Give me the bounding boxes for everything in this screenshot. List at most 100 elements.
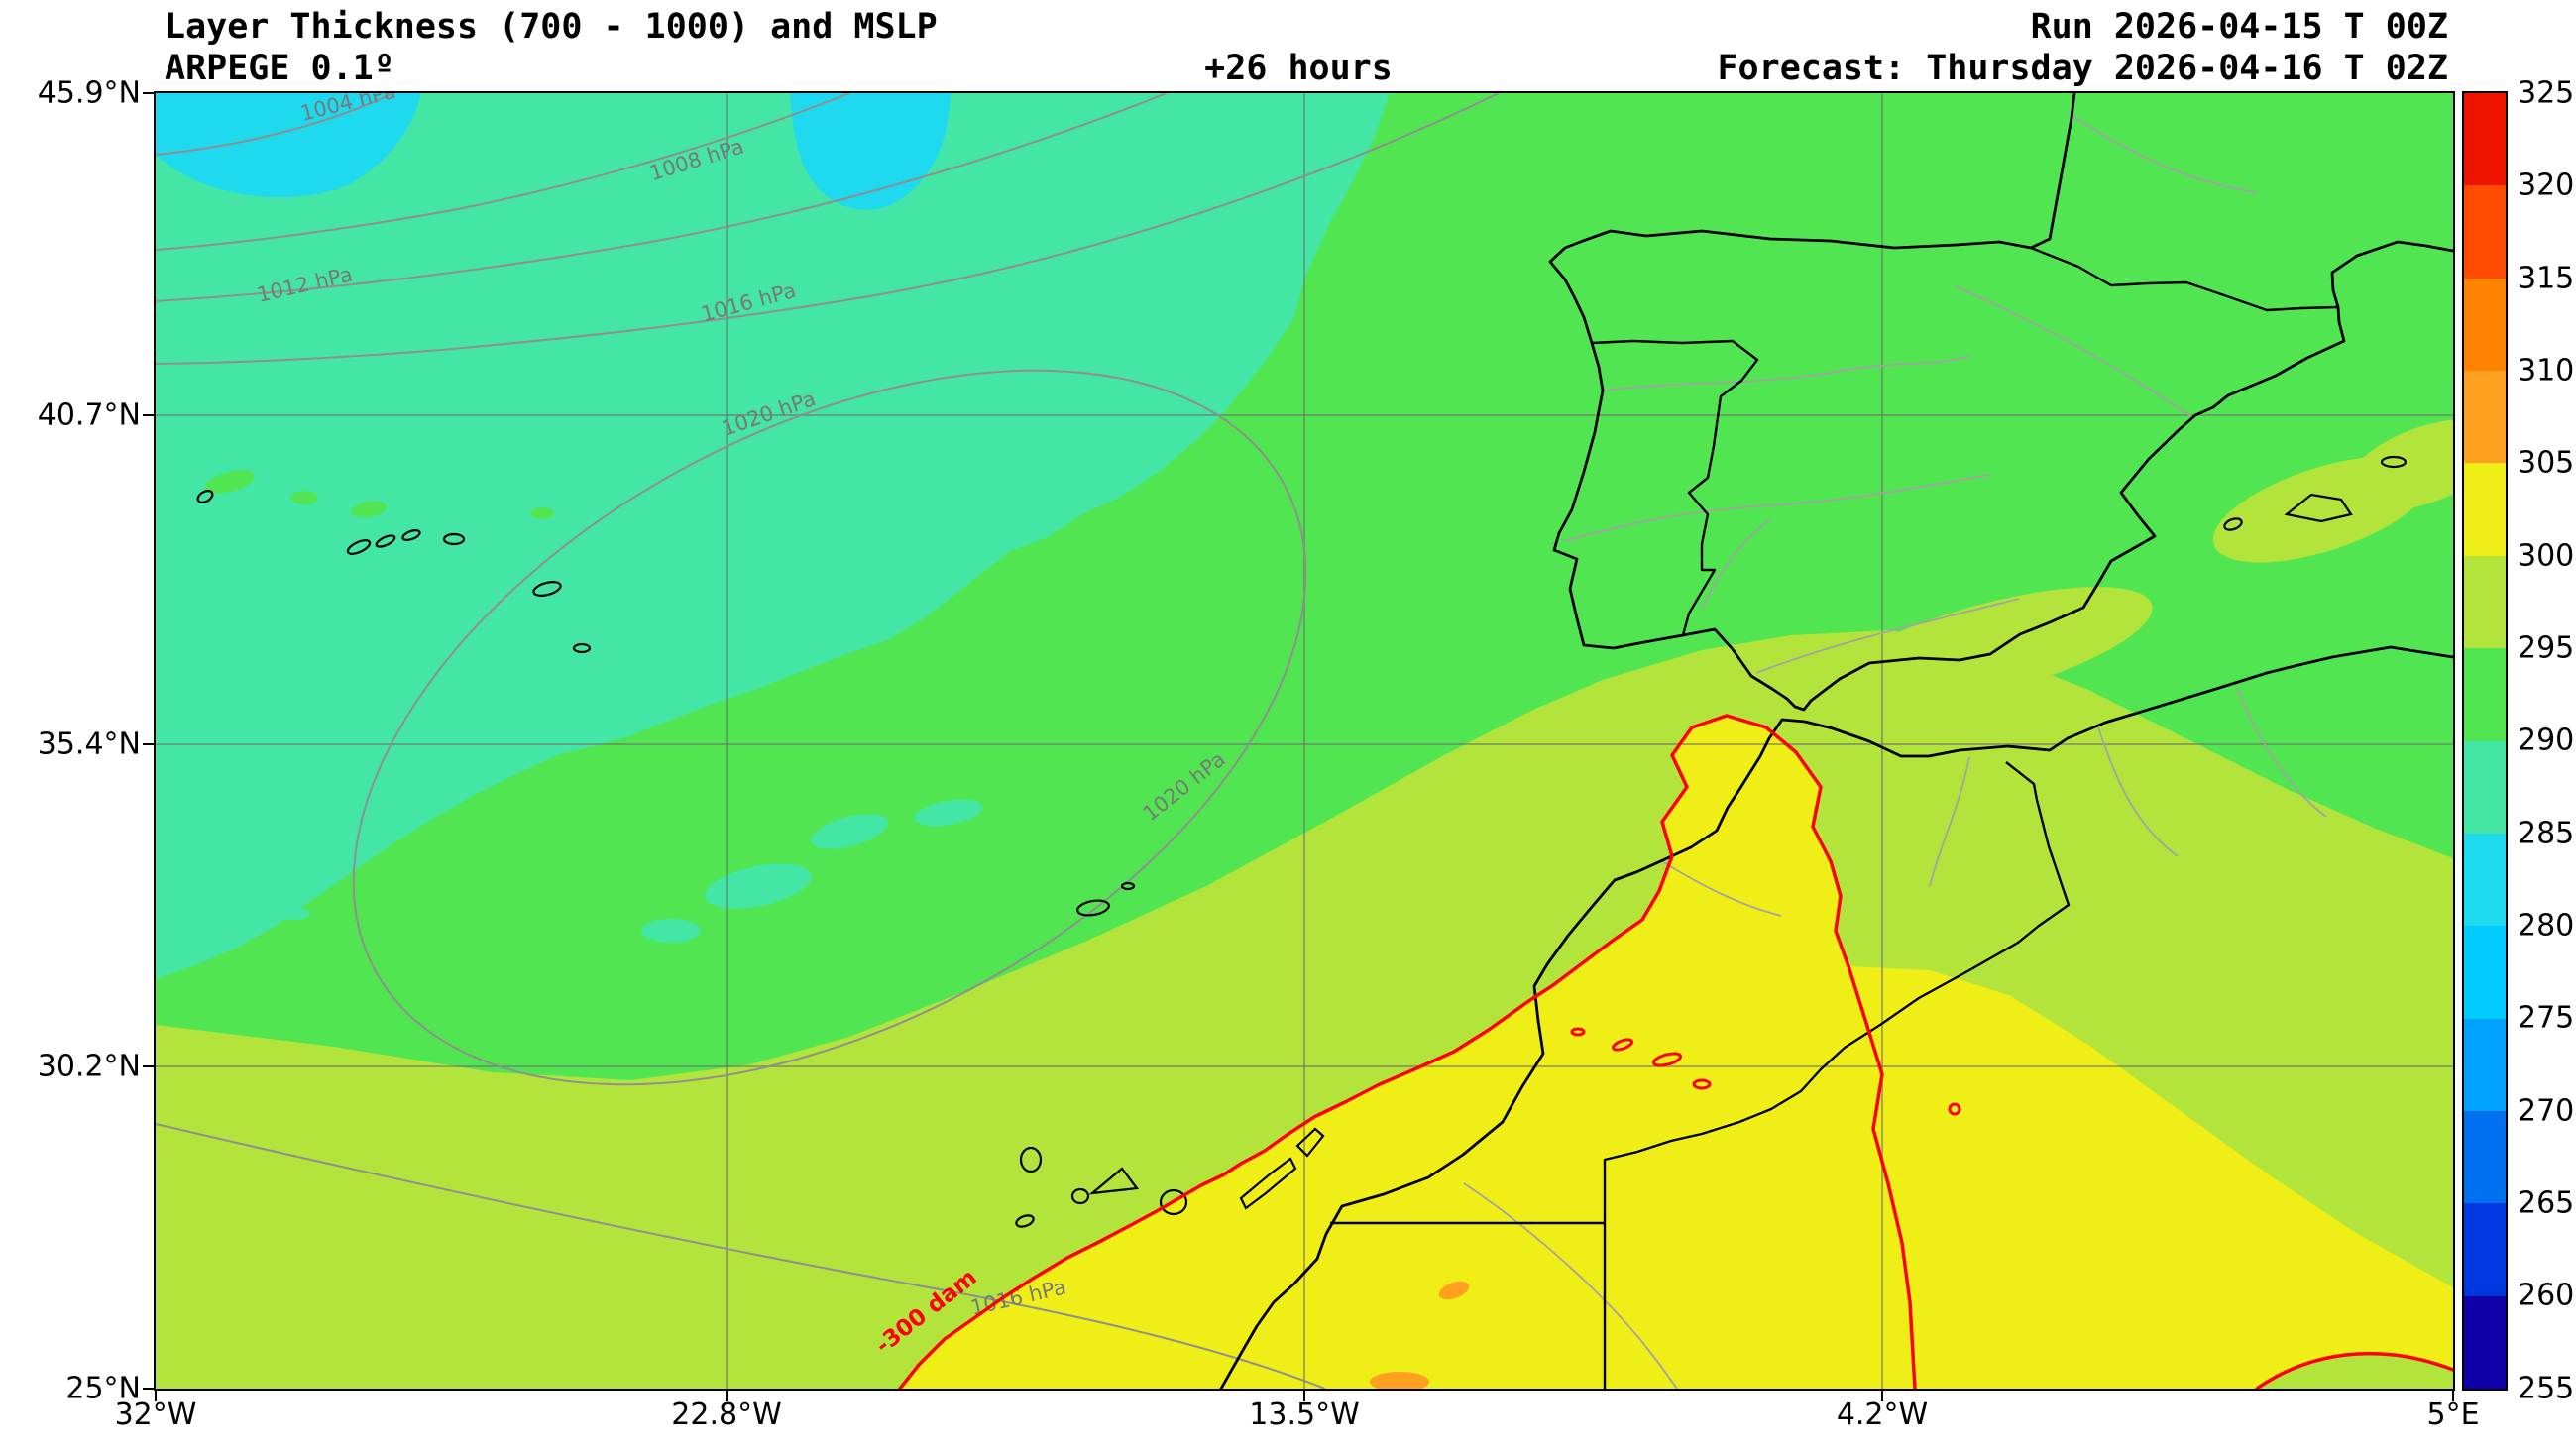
field-280-285-a: [156, 93, 421, 198]
run-info-block: Run 2026-04-15 T 00Z Forecast: Thursday 2…: [1717, 6, 2448, 89]
border-spain-portugal: [1591, 339, 1759, 636]
isobar-1004: [156, 93, 394, 156]
coastlines: [1219, 93, 2453, 1389]
red-contour-speck: [1692, 1078, 1712, 1090]
model-label: ARPEGE 0.1º: [165, 49, 394, 88]
isobar-1016-north: [156, 93, 1500, 365]
river-ebro: [1954, 285, 2193, 418]
y-tickmark: [143, 92, 154, 94]
x-tickmark: [726, 1391, 728, 1401]
colorbar-tick-label: 320: [2518, 168, 2575, 203]
river-moulouya: [1929, 756, 1970, 887]
colorbar-band: [2464, 648, 2506, 741]
colorbar-tick-label: 270: [2518, 1093, 2575, 1129]
red-contour-main: [898, 714, 1917, 1389]
colorbar-band: [2464, 278, 2506, 372]
field-islet: [351, 501, 387, 518]
field-islet: [914, 799, 983, 827]
field-islet: [811, 814, 888, 849]
iberia-france-coastline: [1548, 93, 2453, 712]
isobar-1020-closed: [352, 369, 1307, 1086]
run-label: Run 2026-04-15 T 00Z: [2030, 7, 2448, 47]
field-islet: [290, 491, 318, 504]
colorbar-tick-label: 300: [2518, 538, 2575, 574]
azores-islands: [196, 490, 592, 654]
river-guadalquivir: [1755, 598, 2020, 674]
x-tick-label: 32°W: [114, 1397, 197, 1432]
y-tickmark: [143, 414, 154, 416]
y-tickmark: [143, 743, 154, 745]
colorbar-tick-label: 310: [2518, 353, 2575, 389]
field-islet: [204, 470, 256, 494]
field-295-300-patch: [2345, 418, 2453, 511]
colorbar-tick-label: 260: [2518, 1278, 2575, 1313]
colorbar-band: [2464, 555, 2506, 649]
rivers: [1463, 112, 2327, 1389]
x-tick-label: 13.5°W: [1249, 1397, 1360, 1432]
field-islet: [641, 919, 701, 943]
field-islet: [530, 507, 554, 519]
river-tagus: [1563, 474, 1990, 542]
colorbar: [2462, 91, 2508, 1391]
balearic-islands: [2223, 455, 2408, 531]
field-300-305: [900, 716, 2453, 1389]
colorbar-tick-label: 290: [2518, 723, 2575, 758]
border-morocco-algeria: [1330, 761, 2071, 1389]
x-tick-label: 4.2°W: [1836, 1397, 1929, 1432]
y-tick-label: 35.4°N: [37, 726, 141, 762]
colorbar-band: [2464, 740, 2506, 834]
river-algeria-2: [2097, 726, 2179, 857]
y-tickmark: [143, 1065, 154, 1067]
colorbar-tick-label: 285: [2518, 816, 2575, 851]
field-se-corner: [2257, 1353, 2453, 1389]
y-tick-label: 45.9°N: [37, 75, 141, 111]
y-tick-label: 40.7°N: [37, 397, 141, 433]
colorbar-band: [2464, 1018, 2506, 1111]
country-borders: [1330, 246, 2339, 1389]
colorbar-band: [2464, 926, 2506, 1019]
colorbar-band: [2464, 1295, 2506, 1390]
field-295-300-patch: [1826, 587, 2153, 710]
north-africa-coastline: [1219, 645, 2453, 1389]
river-douro: [1602, 355, 1970, 391]
colorbar-band: [2464, 371, 2506, 464]
chart-title-block: Layer Thickness (700 - 1000) and MSLP ARP…: [165, 6, 938, 89]
isobar-1016-south: [156, 1123, 1326, 1389]
colorbar-band: [2464, 185, 2506, 279]
colorbar-band: [2464, 833, 2506, 927]
y-tickmark: [143, 1388, 154, 1390]
colorbar-tick-label: 315: [2518, 261, 2575, 296]
forecast-label: Forecast: Thursday 2026-04-16 T 02Z: [1717, 49, 2448, 88]
river-guadiana: [1701, 518, 1772, 610]
colorbar-band: [2464, 93, 2506, 186]
red-contour-speck: [1651, 1052, 1683, 1067]
x-tickmark: [155, 1391, 157, 1401]
field-285-290: [156, 93, 1390, 979]
river-garonne: [2068, 112, 2258, 193]
x-tickmark: [2452, 1391, 2454, 1401]
x-tick-label: 22.8°W: [671, 1397, 782, 1432]
isobar-1012: [156, 93, 1168, 302]
field-islet: [279, 908, 310, 920]
field-305-310-speck: [1370, 1372, 1429, 1389]
x-tickmark: [1881, 1391, 1883, 1401]
red-contour-se-corner: [2255, 1351, 2453, 1389]
river-oum-er-rbia: [1661, 860, 1782, 917]
colorbar-tick-label: 295: [2518, 630, 2575, 666]
field-islet: [705, 863, 812, 909]
colorbar-band: [2464, 1110, 2506, 1204]
colorbar-band: [2464, 463, 2506, 556]
islands: [196, 455, 2408, 1228]
canary-islands: [1015, 1127, 1325, 1228]
river-algeria-1: [2236, 687, 2327, 818]
chart-title: Layer Thickness (700 - 1000) and MSLP: [165, 7, 938, 47]
colorbar-tick-label: 280: [2518, 908, 2575, 944]
colorbar-tick-label: 255: [2518, 1371, 2575, 1406]
colorbar-band: [2464, 1203, 2506, 1296]
colorbar-tick-label: 305: [2518, 445, 2575, 481]
map-plot-area: 1004 hPa 1008 hPa 1012 hPa 1016 hPa 1020…: [154, 91, 2455, 1391]
field-305-310-speck: [1438, 1281, 1470, 1300]
madeira-island: [1076, 881, 1136, 917]
x-tick-label: 5°E: [2426, 1397, 2480, 1432]
